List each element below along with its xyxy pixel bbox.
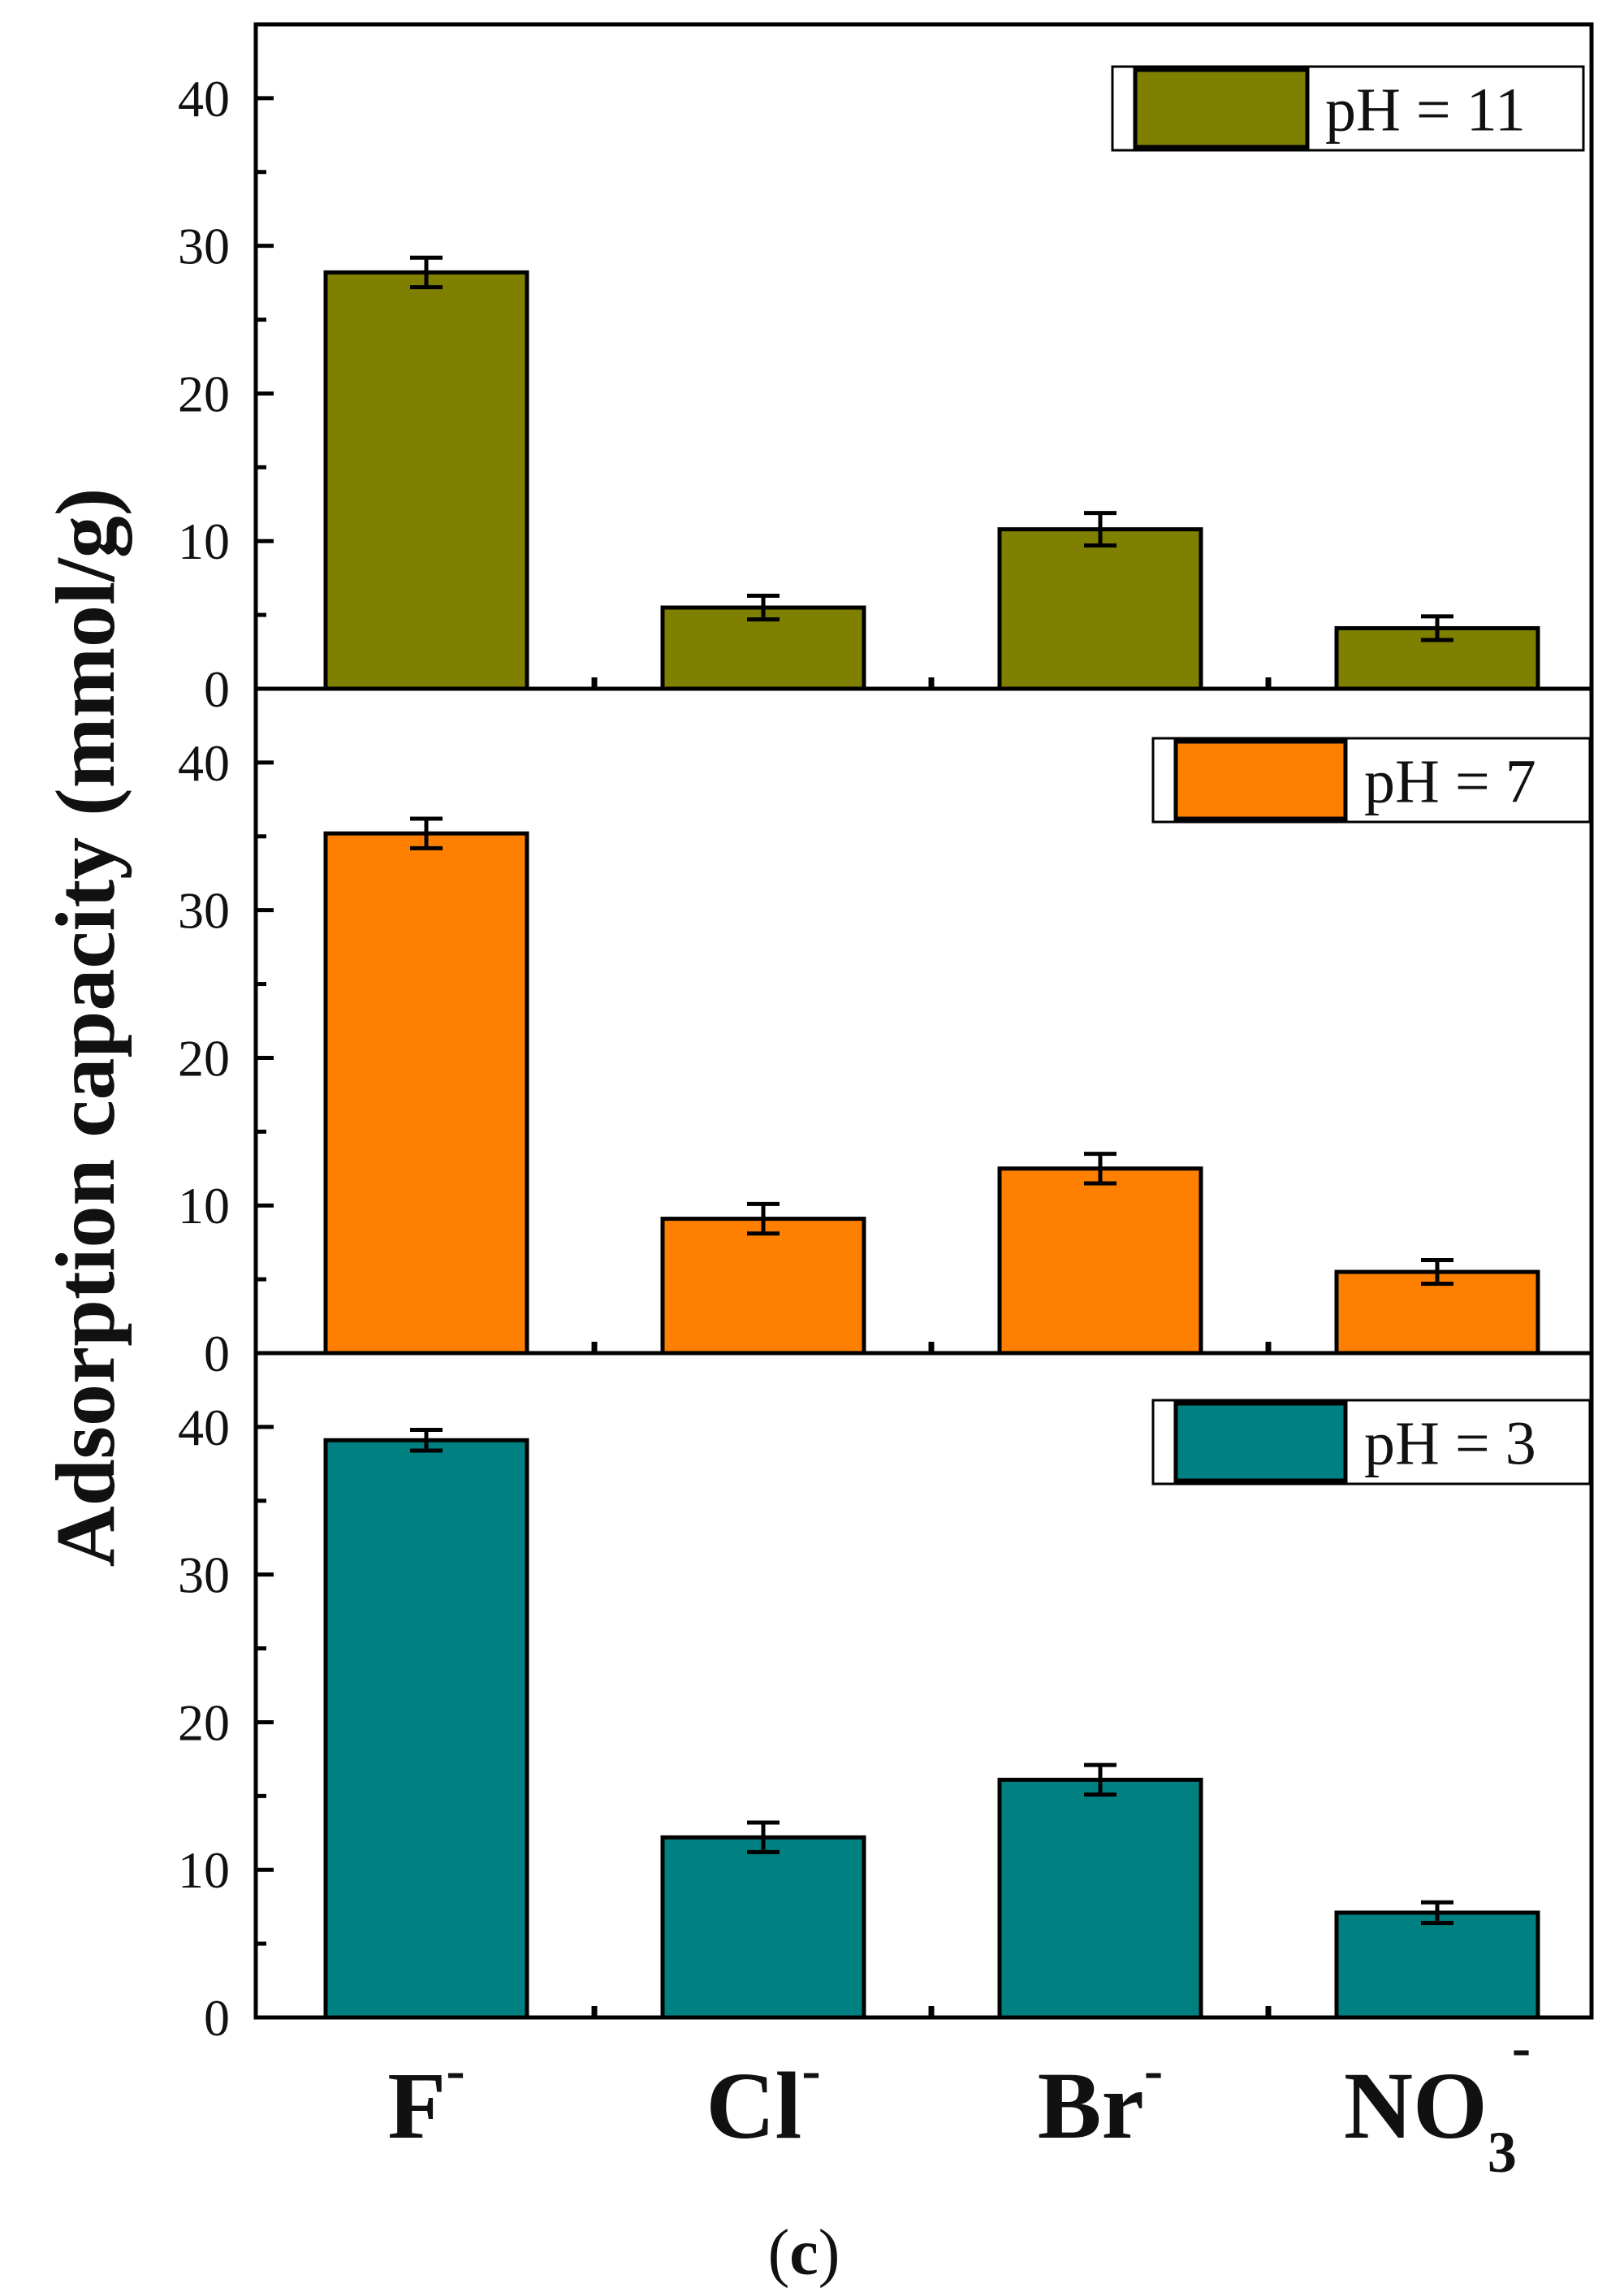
- error-bar-panel2-cat3: [1084, 1152, 1116, 1186]
- panel-3: 0 10 20 30 40 pH = 3: [178, 1351, 1594, 2047]
- error-bar-panel1-cat1: [410, 255, 443, 290]
- legend-swatch: [1133, 67, 1310, 149]
- y-tick-label-p1: 0: [204, 660, 230, 718]
- panel-1: 0 10 20 30 40 pH = 11: [178, 22, 1594, 718]
- bar-panel3-cat2: [660, 1835, 866, 2020]
- error-bar-panel1-cat2: [747, 593, 780, 622]
- bar-panel1-cat3: [997, 527, 1203, 691]
- error-bar-panel1-cat3: [1084, 511, 1116, 548]
- error-bar-panel3-cat4: [1421, 1900, 1453, 1926]
- legend-p1: pH = 11: [1111, 65, 1585, 152]
- error-bar-panel3-cat2: [747, 1820, 780, 1854]
- legend-label: pH = 11: [1325, 76, 1526, 145]
- y-tick-label-p2: 20: [178, 1029, 230, 1087]
- y-tick-label-p3: 40: [178, 1399, 230, 1456]
- error-bar-panel1-cat4: [1421, 614, 1453, 642]
- error-bar-panel3-cat1: [410, 1428, 443, 1453]
- legend-label: pH = 3: [1364, 1410, 1536, 1478]
- y-tick-label-p2: 10: [178, 1177, 230, 1235]
- bar-panel2-cat2: [660, 1217, 866, 1356]
- panel-frame-3: [253, 1351, 1594, 2020]
- bar-panel1-cat1: [323, 270, 529, 691]
- y-axis-label: Adsorption capacity (mmol/g): [39, 488, 132, 1568]
- error-bar-panel3-cat3: [1084, 1762, 1116, 1797]
- error-bar-panel2-cat2: [747, 1201, 780, 1236]
- bar-panel3-cat3: [997, 1777, 1203, 2020]
- category-labels: F- Cl- Br- NO3-: [387, 2017, 1531, 2185]
- caption-close: ): [818, 2217, 840, 2289]
- y-tick-label-p1: 30: [178, 218, 230, 275]
- y-tick-label-p1: 40: [178, 70, 230, 128]
- y-tick-label-p3: 10: [178, 1841, 230, 1899]
- bar-panel2-cat3: [997, 1166, 1203, 1356]
- x-category-label-1: F-: [387, 2039, 464, 2159]
- bar-panel3-cat4: [1334, 1910, 1540, 2020]
- caption-open: (: [768, 2217, 790, 2289]
- x-category-label-3: Br-: [1038, 2039, 1163, 2159]
- error-bar-panel2-cat1: [410, 816, 443, 850]
- x-category-label-2: Cl-: [706, 2039, 820, 2159]
- legend-swatch: [1173, 739, 1348, 821]
- bar-panel3-cat1: [323, 1438, 529, 2020]
- bar-panel2-cat1: [323, 831, 529, 1356]
- y-tick-label-p2: 30: [178, 882, 230, 940]
- y-tick-label-p1: 20: [178, 365, 230, 422]
- legend-swatch: [1173, 1401, 1348, 1483]
- y-tick-label-p2: 40: [178, 734, 230, 792]
- y-tick-label-p3: 30: [178, 1546, 230, 1604]
- y-tick-label-p3: 20: [178, 1693, 230, 1751]
- x-category-label-4: NO3-: [1344, 2017, 1531, 2185]
- legend-p3: pH = 3: [1151, 1399, 1592, 1485]
- y-tick-label-p1: 10: [178, 512, 230, 570]
- caption-letter: c: [789, 2217, 818, 2289]
- error-bar-panel2-cat4: [1421, 1257, 1453, 1287]
- y-tick-label-p3: 0: [204, 1989, 230, 2047]
- chart-panels: 0 10 20 30 40 pH = 11 0 10 20 30 40 pH = 7 0 10 20 30 40…: [178, 22, 1594, 2047]
- figure-caption: (c): [768, 2217, 840, 2289]
- panel-2: 0 10 20 30 40 pH = 7: [178, 686, 1594, 1382]
- legend-label: pH = 7: [1364, 748, 1536, 816]
- legend-p2: pH = 7: [1151, 737, 1592, 824]
- y-tick-label-p2: 0: [204, 1325, 230, 1382]
